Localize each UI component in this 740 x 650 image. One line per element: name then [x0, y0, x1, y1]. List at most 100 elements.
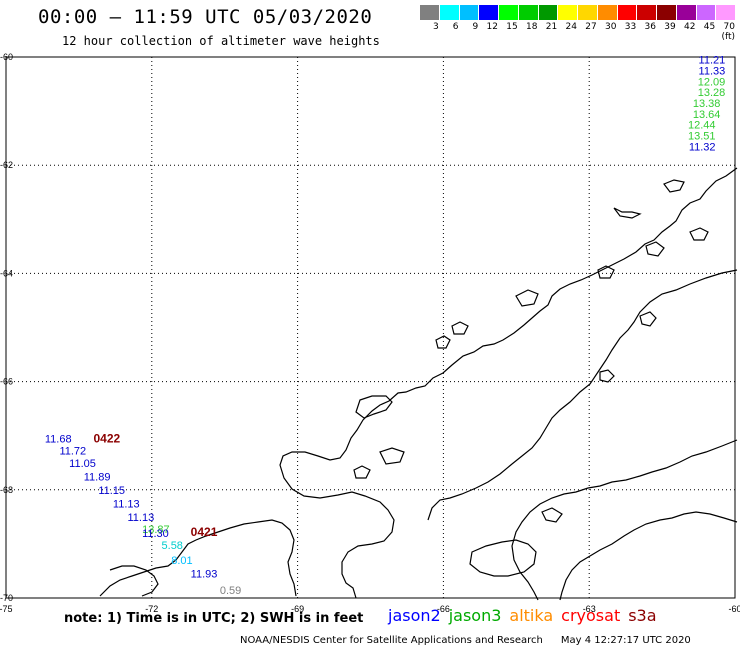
legend-swatch	[439, 5, 460, 20]
island-1	[613, 207, 642, 219]
wave-height-label: 12.09	[698, 76, 726, 88]
lat-tick-label: -70	[0, 593, 13, 603]
wave-height-label: 11.68	[45, 433, 72, 445]
legend-label: 18	[526, 22, 538, 32]
legend-swatch	[696, 5, 717, 20]
wave-height-label: 11.72	[59, 445, 86, 457]
wave-height-label: 11.93	[191, 569, 218, 581]
alexander-island-coast	[99, 519, 297, 597]
satellite-cryosat: cryosat	[561, 606, 621, 625]
legend-label: 36	[644, 22, 656, 32]
legend-label: 9	[472, 22, 479, 32]
lon-tick-label: -60	[728, 604, 740, 614]
legend-swatch	[597, 5, 618, 20]
legend-label: 30	[605, 22, 617, 32]
legend-label: 27	[585, 22, 597, 32]
lon-tick-label: -63	[583, 604, 596, 614]
legend-swatch	[657, 5, 677, 20]
wave-height-label: 11.32	[689, 141, 716, 153]
legend-swatch	[676, 5, 697, 20]
adelaide-island	[355, 395, 393, 419]
legend-swatch	[499, 5, 519, 20]
lat-lon-grid	[5, 56, 736, 599]
wave-height-label: 11.89	[84, 471, 111, 483]
island-7	[379, 447, 405, 465]
legend-color-bar	[420, 5, 736, 20]
satellite-altika: altika	[509, 606, 554, 625]
wave-height-label: 13.38	[693, 98, 721, 110]
satellite-jason3: jason3	[448, 606, 502, 625]
legend-label: 6	[452, 22, 459, 32]
wave-height-label: 11.13	[128, 512, 155, 524]
legend-labels: 3 6 9 12 15 18 21 24 27 30 33 36 39 42 45 70 (ft)	[420, 22, 736, 42]
credit-line: NOAA/NESDIS Center for Satellite Applica…	[240, 635, 691, 646]
lat-tick-label: -66	[0, 377, 13, 387]
wave-height-label: 11.21	[699, 55, 726, 67]
antarctic-peninsula-coast	[279, 167, 738, 599]
credit-text: NOAA/NESDIS Center for Satellite Applica…	[240, 635, 543, 646]
satellite-legend: jason2 jason3 altika cryosat s3a	[388, 606, 665, 625]
wave-height-label: 11.05	[69, 458, 96, 470]
island-11	[541, 507, 563, 523]
legend-swatch	[716, 5, 736, 20]
lon-tick-label: -72	[145, 604, 158, 614]
legend-label: 39	[664, 22, 676, 32]
wave-height-legend: 3 6 9 12 15 18 21 24 27 30 33 36 39 42 45 70 (ft)	[420, 5, 736, 42]
island-2	[663, 179, 685, 193]
map-title: 00:00 – 11:59 UTC 05/03/2020	[38, 6, 373, 28]
lat-tick-label: -60	[0, 52, 13, 62]
legend-swatch	[459, 5, 480, 20]
legend-label: 12	[486, 22, 498, 32]
wave-height-label: 8.01	[171, 555, 192, 567]
island-5	[435, 335, 451, 349]
island-4	[451, 321, 469, 335]
east-coast	[511, 439, 738, 601]
wave-height-label: 13.87	[142, 524, 170, 536]
map-subtitle: 12 hour collection of altimeter wave hei…	[62, 34, 380, 48]
island-6	[515, 289, 539, 307]
wave-height-label: 11.15	[98, 485, 125, 497]
legend-label: 70 (ft)	[721, 22, 735, 42]
wave-height-label: 11.33	[699, 66, 726, 78]
larsen-coast	[559, 511, 738, 601]
wave-height-label: 13.51	[688, 130, 716, 142]
legend-swatch	[617, 5, 638, 20]
island-8	[353, 465, 371, 479]
wave-height-label: 13.28	[698, 87, 726, 99]
island-3	[597, 265, 615, 279]
satellite-s3a: s3a	[628, 606, 657, 625]
bay-feature	[469, 539, 537, 577]
legend-label: 3	[433, 22, 439, 32]
legend-label: 42	[684, 22, 696, 32]
island-10	[645, 241, 665, 257]
legend-label: 15	[506, 22, 518, 32]
island-13	[639, 311, 657, 327]
coastline	[99, 167, 738, 601]
legend-swatch	[637, 5, 657, 20]
map-frame	[5, 56, 736, 599]
timestamp: May 4 12:27:17 UTC 2020	[560, 635, 691, 646]
wave-height-label: 5.58	[162, 540, 183, 552]
lat-tick-label: -64	[0, 268, 13, 278]
lat-tick-label: -62	[0, 160, 13, 170]
units-note: note: 1) Time is in UTC; 2) SWH is in fe…	[64, 611, 364, 626]
wave-height-label: 11.13	[113, 498, 140, 510]
legend-label: 21	[545, 22, 558, 32]
wave-height-label: 11.30	[142, 528, 169, 540]
observation-labels: 11.2111.3312.0913.2813.3813.6412.4413.51…	[45, 55, 725, 597]
peninsula-inner-coast	[427, 269, 738, 521]
alexander-island-west	[109, 565, 159, 597]
wave-height-label: 13.64	[693, 109, 721, 121]
wave-height-label: 0.59	[220, 585, 241, 597]
island-12	[599, 369, 615, 383]
legend-label: 24	[565, 22, 577, 32]
legend-label: 33	[624, 22, 637, 32]
legend-swatch	[479, 5, 499, 20]
lon-tick-label: -75	[0, 604, 13, 614]
legend-swatch	[558, 5, 578, 20]
legend-swatch	[578, 5, 598, 20]
axis-tick-labels: -75 -72 -69 -66 -63 -60 -60 -62 -64 -66 -68 -70	[0, 52, 740, 614]
legend-swatch	[538, 5, 559, 20]
legend-swatch	[518, 5, 539, 20]
